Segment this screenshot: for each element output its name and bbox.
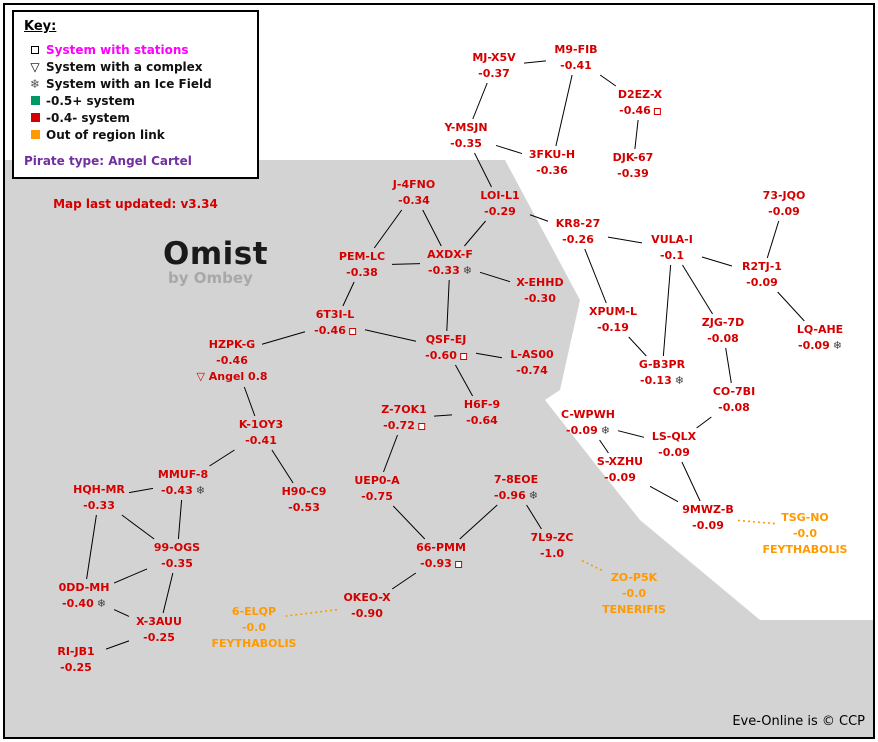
map-border <box>3 3 875 739</box>
jump-line <box>459 504 498 540</box>
jump-line <box>433 414 453 417</box>
jump-line <box>649 485 679 503</box>
jump-line <box>529 214 549 222</box>
jump-line <box>701 256 733 267</box>
copyright-label: Eve-Online is © CCP <box>732 714 865 729</box>
legend-item-complex: ▽ System with a complex <box>24 58 249 75</box>
jump-line <box>495 144 523 155</box>
legend-box: Key: System with stations ▽ System with … <box>12 10 259 179</box>
jump-line <box>526 504 542 530</box>
orange-swatch-icon <box>30 130 40 139</box>
jump-line <box>364 329 417 342</box>
jump-line <box>243 386 256 417</box>
legend-label: System with stations <box>46 42 189 57</box>
jump-line <box>584 248 607 304</box>
jump-line <box>105 640 130 650</box>
legend-label: System with a complex <box>46 59 203 74</box>
legend-item-icefield: ❄ System with an Ice Field <box>24 75 249 92</box>
jump-line <box>725 347 732 384</box>
jump-line <box>617 430 645 438</box>
jump-line <box>766 220 780 259</box>
region-title-block: Omist by Ombey <box>163 238 268 286</box>
jump-line <box>628 336 647 357</box>
jump-line <box>373 209 403 249</box>
out-of-region-line <box>283 608 338 618</box>
jump-line <box>472 82 488 120</box>
jump-line <box>128 487 154 494</box>
legend-item-highsec: -0.5+ system <box>24 92 249 109</box>
jump-line <box>523 60 547 64</box>
legend-item-outofregion: Out of region link <box>24 126 249 143</box>
region-title: Omist <box>163 236 269 272</box>
jump-line <box>422 209 442 247</box>
jump-line <box>271 449 294 484</box>
jump-line <box>474 152 492 188</box>
legend-label: -0.4- system <box>46 110 130 125</box>
jump-line <box>454 364 474 397</box>
jump-line <box>162 572 174 614</box>
region-area <box>5 160 873 737</box>
jump-line <box>391 263 421 265</box>
jump-line <box>475 352 503 359</box>
legend-title: Key: <box>24 19 57 34</box>
legend-item-lowsec: -0.4- system <box>24 109 249 126</box>
jump-line <box>392 505 426 540</box>
jump-line <box>177 499 183 540</box>
jump-line <box>599 439 609 454</box>
jump-line <box>634 119 639 150</box>
jump-line <box>113 609 130 617</box>
jump-line <box>479 271 511 283</box>
jump-line <box>342 281 355 307</box>
jump-line <box>446 279 450 332</box>
jump-line <box>777 291 805 322</box>
legend-label: -0.5+ system <box>46 93 135 108</box>
jump-line <box>391 572 417 590</box>
region-byline: by Ombey <box>168 269 253 287</box>
jump-line <box>682 264 713 315</box>
legend-label: System with an Ice Field <box>46 76 212 91</box>
jump-line <box>555 74 573 147</box>
jump-line <box>261 331 306 345</box>
station-square-icon <box>31 45 39 54</box>
green-swatch-icon <box>30 96 40 105</box>
jump-line <box>607 236 643 244</box>
red-swatch-icon <box>30 113 40 122</box>
jump-line <box>86 514 97 580</box>
jump-line <box>382 434 399 473</box>
out-of-region-line <box>581 559 605 573</box>
jump-line <box>662 264 672 357</box>
jump-line <box>121 514 155 540</box>
jump-line <box>696 416 712 429</box>
complex-triangle-icon: ▽ <box>30 59 40 74</box>
jump-line <box>681 461 701 502</box>
map-updated-label: Map last updated: v3.34 <box>53 197 218 211</box>
jump-line <box>209 449 235 467</box>
pirate-type-label: Pirate type: Angel Cartel <box>24 154 192 168</box>
jump-line <box>464 220 486 247</box>
jump-line <box>113 568 148 584</box>
legend-item-stations: System with stations <box>24 41 249 58</box>
out-of-region-line <box>737 519 776 525</box>
ice-field-icon: ❄ <box>29 76 41 91</box>
jump-line <box>599 74 617 87</box>
legend-label: Out of region link <box>46 127 165 142</box>
